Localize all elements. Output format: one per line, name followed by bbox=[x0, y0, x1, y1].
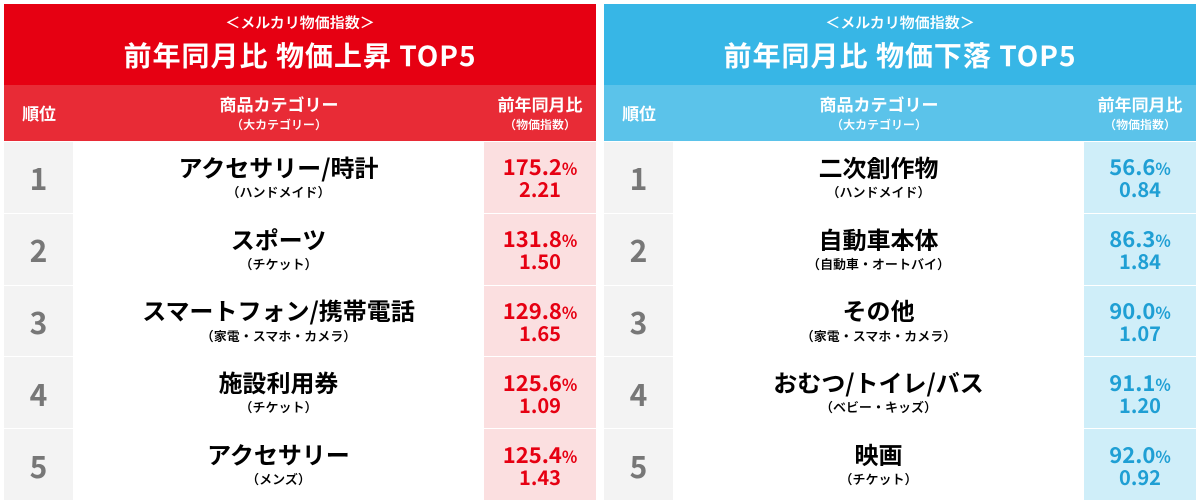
category-cell: 施設利用券 （チケット） bbox=[74, 357, 484, 428]
index-value: 0.92 bbox=[1119, 466, 1161, 487]
value-cell: 175.2%2.21 bbox=[484, 142, 596, 213]
rows-container: 1 アクセサリー/時計 （ハンドメイド） 175.2%2.21 2 スポーツ （チケット） 1… bbox=[4, 141, 596, 500]
rank-cell: 5 bbox=[4, 429, 74, 500]
col-category-header: 商品カテゴリー （大カテゴリー） bbox=[674, 85, 1084, 141]
panel-header: ＜メルカリ物価指数＞ 前年同月比 物価下落 TOP5 bbox=[604, 4, 1196, 85]
rank-cell: 4 bbox=[604, 357, 674, 428]
category-subname: （家電・スマホ・カメラ） bbox=[201, 326, 357, 345]
value-cell: 92.0%0.92 bbox=[1084, 429, 1196, 500]
table-row: 4 施設利用券 （チケット） 125.6%1.09 bbox=[4, 356, 596, 428]
rank-cell: 3 bbox=[604, 286, 674, 357]
category-subname: （ハンドメイド） bbox=[226, 182, 330, 201]
table-row: 4 おむつ/トイレ/バス （ベビー・キッズ） 91.1%1.20 bbox=[604, 356, 1196, 428]
value-cell: 56.6%0.84 bbox=[1084, 142, 1196, 213]
index-value: 1.20 bbox=[1119, 394, 1161, 415]
category-subname: （メンズ） bbox=[246, 469, 311, 488]
rank-cell: 3 bbox=[4, 286, 74, 357]
col-value-header: 前年同月比 （物価指数） bbox=[484, 85, 596, 141]
col-rank-header: 順位 bbox=[4, 85, 74, 141]
table-row: 2 自動車本体 （自動車・オートバイ） 86.3%1.84 bbox=[604, 213, 1196, 285]
index-value: 2.21 bbox=[519, 178, 561, 199]
category-name: アクセサリー bbox=[207, 441, 350, 467]
rows-container: 1 二次創作物 （ハンドメイド） 56.6%0.84 2 自動車本体 （自動車・オートバイ）… bbox=[604, 141, 1196, 500]
value-cell: 125.6%1.09 bbox=[484, 357, 596, 428]
category-cell: アクセサリー/時計 （ハンドメイド） bbox=[74, 142, 484, 213]
panel-price-down: ＜メルカリ物価指数＞ 前年同月比 物価下落 TOP5 順位 商品カテゴリー （大… bbox=[604, 4, 1196, 500]
rank-cell: 1 bbox=[4, 142, 74, 213]
index-value: 1.84 bbox=[1119, 250, 1161, 271]
rank-cell: 5 bbox=[604, 429, 674, 500]
panel-price-up: ＜メルカリ物価指数＞ 前年同月比 物価上昇 TOP5 順位 商品カテゴリー （大… bbox=[4, 4, 596, 500]
value-cell: 129.8%1.65 bbox=[484, 286, 596, 357]
value-cell: 91.1%1.20 bbox=[1084, 357, 1196, 428]
value-cell: 90.0%1.07 bbox=[1084, 286, 1196, 357]
col-category-header: 商品カテゴリー （大カテゴリー） bbox=[74, 85, 484, 141]
rank-cell: 2 bbox=[4, 214, 74, 285]
category-name: スポーツ bbox=[231, 226, 327, 252]
category-name: 映画 bbox=[855, 441, 903, 467]
category-subname: （ベビー・キッズ） bbox=[820, 397, 937, 416]
index-value: 0.84 bbox=[1119, 178, 1161, 199]
category-name: アクセサリー/時計 bbox=[178, 154, 378, 180]
col-category-sublabel: （大カテゴリー） bbox=[831, 116, 927, 133]
col-value-header: 前年同月比 （物価指数） bbox=[1084, 85, 1196, 141]
category-name: スマートフォン/携帯電話 bbox=[142, 297, 415, 323]
category-subname: （ハンドメイド） bbox=[826, 182, 930, 201]
category-cell: スポーツ （チケット） bbox=[74, 214, 484, 285]
col-rank-header: 順位 bbox=[604, 85, 674, 141]
table-row: 5 アクセサリー （メンズ） 125.4%1.43 bbox=[4, 428, 596, 500]
table-row: 5 映画 （チケット） 92.0%0.92 bbox=[604, 428, 1196, 500]
category-cell: おむつ/トイレ/バス （ベビー・キッズ） bbox=[674, 357, 1084, 428]
category-subname: （自動車・オートバイ） bbox=[807, 254, 950, 273]
col-category-label: 商品カテゴリー bbox=[820, 91, 939, 116]
category-cell: 映画 （チケット） bbox=[674, 429, 1084, 500]
category-subname: （チケット） bbox=[239, 397, 317, 416]
col-category-sublabel: （大カテゴリー） bbox=[231, 116, 327, 133]
table-row: 3 スマートフォン/携帯電話 （家電・スマホ・カメラ） 129.8%1.65 bbox=[4, 285, 596, 357]
category-cell: その他 （家電・スマホ・カメラ） bbox=[674, 286, 1084, 357]
category-cell: アクセサリー （メンズ） bbox=[74, 429, 484, 500]
col-category-label: 商品カテゴリー bbox=[220, 91, 339, 116]
category-name: その他 bbox=[843, 297, 915, 323]
column-header: 順位 商品カテゴリー （大カテゴリー） 前年同月比 （物価指数） bbox=[4, 85, 596, 141]
title: 前年同月比 物価上昇 TOP5 bbox=[4, 35, 596, 75]
table-row: 2 スポーツ （チケット） 131.8%1.50 bbox=[4, 213, 596, 285]
rank-cell: 1 bbox=[604, 142, 674, 213]
category-subname: （チケット） bbox=[839, 469, 917, 488]
table-row: 3 その他 （家電・スマホ・カメラ） 90.0%1.07 bbox=[604, 285, 1196, 357]
category-cell: 二次創作物 （ハンドメイド） bbox=[674, 142, 1084, 213]
index-value: 1.43 bbox=[519, 466, 561, 487]
panel-header: ＜メルカリ物価指数＞ 前年同月比 物価上昇 TOP5 bbox=[4, 4, 596, 85]
value-cell: 125.4%1.43 bbox=[484, 429, 596, 500]
rank-cell: 4 bbox=[4, 357, 74, 428]
table-row: 1 二次創作物 （ハンドメイド） 56.6%0.84 bbox=[604, 141, 1196, 213]
rank-cell: 2 bbox=[604, 214, 674, 285]
category-name: おむつ/トイレ/バス bbox=[773, 369, 984, 395]
category-subname: （家電・スマホ・カメラ） bbox=[801, 326, 957, 345]
column-header: 順位 商品カテゴリー （大カテゴリー） 前年同月比 （物価指数） bbox=[604, 85, 1196, 141]
index-value: 1.07 bbox=[1119, 322, 1161, 343]
index-value: 1.65 bbox=[519, 322, 561, 343]
category-cell: スマートフォン/携帯電話 （家電・スマホ・カメラ） bbox=[74, 286, 484, 357]
supertitle: ＜メルカリ物価指数＞ bbox=[4, 12, 596, 33]
col-value-label: 前年同月比 bbox=[1098, 91, 1183, 116]
col-rank-label: 順位 bbox=[622, 100, 656, 125]
index-value: 1.09 bbox=[519, 394, 561, 415]
category-name: 自動車本体 bbox=[819, 226, 939, 252]
value-cell: 86.3%1.84 bbox=[1084, 214, 1196, 285]
category-name: 施設利用券 bbox=[219, 369, 339, 395]
category-subname: （チケット） bbox=[239, 254, 317, 273]
col-value-label: 前年同月比 bbox=[498, 91, 583, 116]
index-value: 1.50 bbox=[519, 250, 561, 271]
col-value-sublabel: （物価指数） bbox=[1104, 116, 1176, 133]
table-row: 1 アクセサリー/時計 （ハンドメイド） 175.2%2.21 bbox=[4, 141, 596, 213]
value-cell: 131.8%1.50 bbox=[484, 214, 596, 285]
col-rank-label: 順位 bbox=[22, 100, 56, 125]
title: 前年同月比 物価下落 TOP5 bbox=[604, 35, 1196, 75]
category-cell: 自動車本体 （自動車・オートバイ） bbox=[674, 214, 1084, 285]
category-name: 二次創作物 bbox=[819, 154, 939, 180]
col-value-sublabel: （物価指数） bbox=[504, 116, 576, 133]
supertitle: ＜メルカリ物価指数＞ bbox=[604, 12, 1196, 33]
